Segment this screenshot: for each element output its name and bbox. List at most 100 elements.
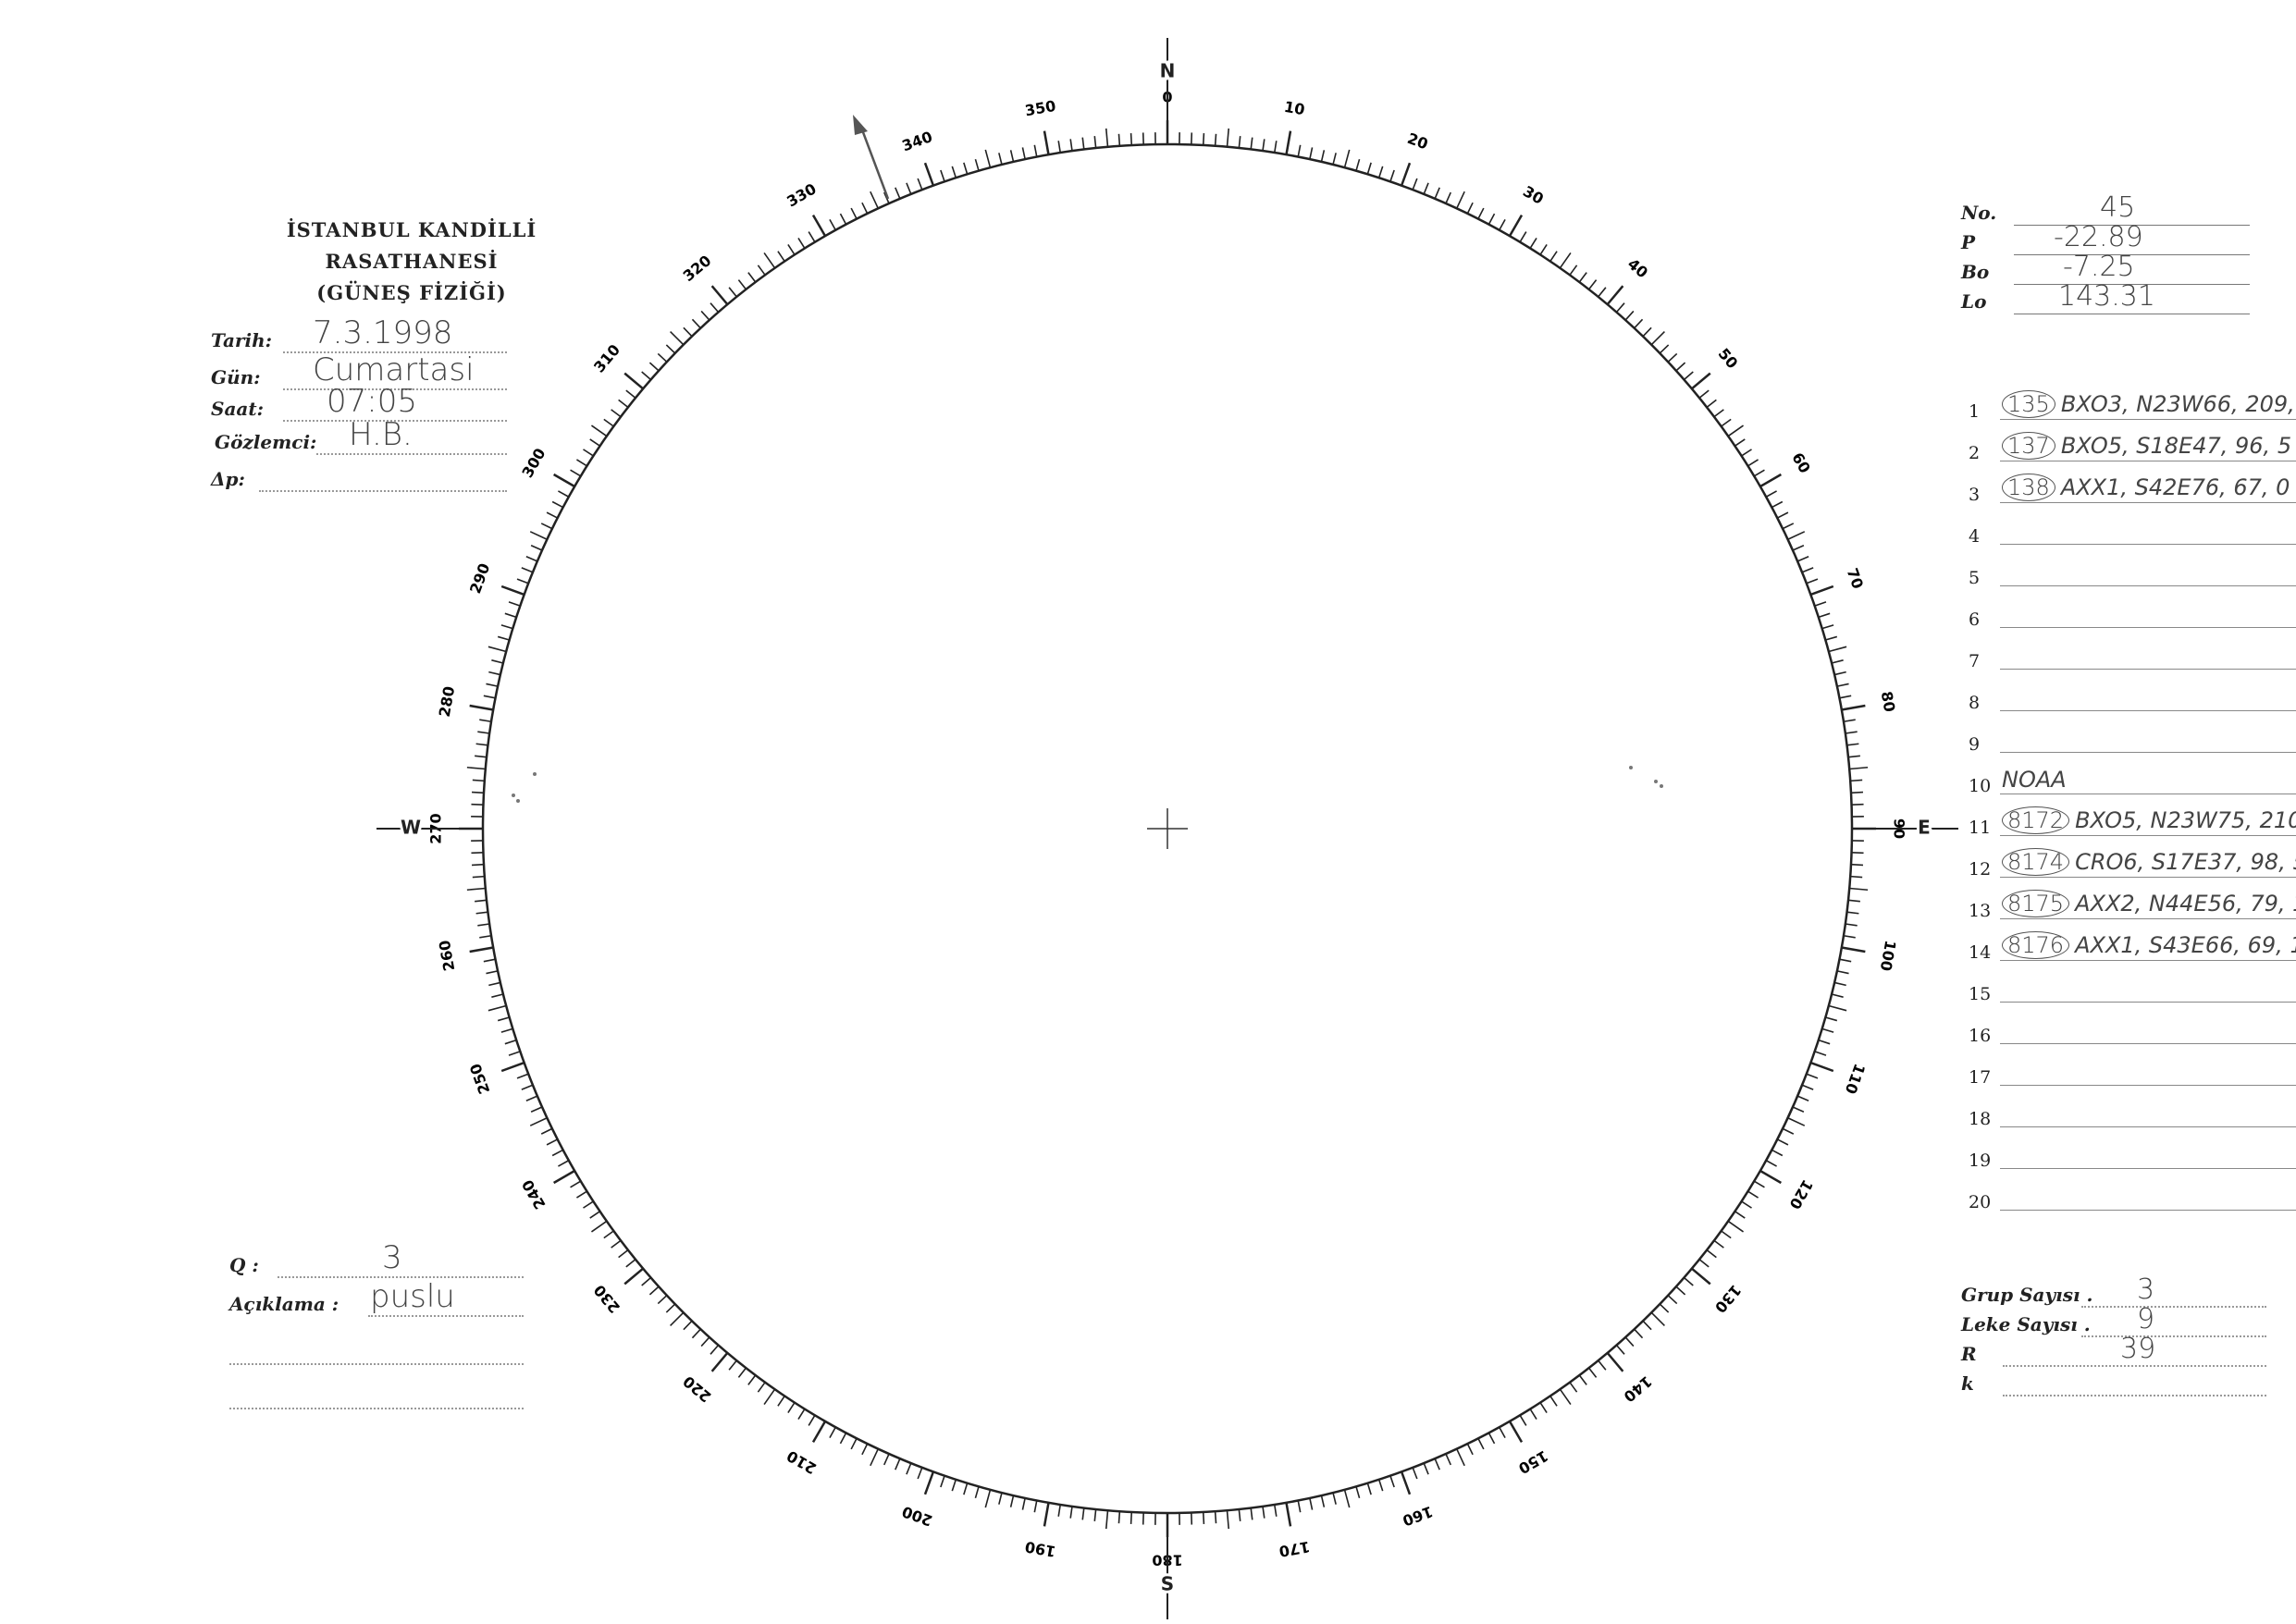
dial-tick bbox=[1343, 1489, 1351, 1508]
dial-tick bbox=[1093, 1508, 1097, 1521]
dial-tick bbox=[1529, 237, 1537, 249]
dial-tick bbox=[1057, 1504, 1062, 1517]
dial-tick bbox=[486, 683, 499, 687]
dial-tick bbox=[525, 1095, 538, 1101]
dial-tick bbox=[1706, 399, 1717, 409]
day-value: Cumartasi bbox=[313, 351, 475, 388]
bo-label: Bo bbox=[1961, 261, 1990, 283]
dial-tick bbox=[516, 578, 529, 584]
dial-tick bbox=[1569, 1382, 1578, 1393]
dial-tick bbox=[1009, 1495, 1015, 1507]
dial-tick-label: 120 bbox=[1785, 1176, 1816, 1212]
dial-tick bbox=[475, 743, 488, 746]
dial-tick-label: 70 bbox=[1844, 566, 1867, 591]
dial-tick bbox=[1849, 887, 1869, 892]
dial-tick-label: 150 bbox=[1515, 1446, 1550, 1477]
remarks-label: Açıklama : bbox=[229, 1293, 339, 1315]
group-row: 12 8174 CRO6, S17E37, 98, 5 bbox=[1963, 844, 2296, 881]
group-row-number: 11 bbox=[1969, 818, 1992, 838]
dial-tick bbox=[951, 166, 957, 178]
dial-tick bbox=[1309, 1497, 1314, 1510]
sunspot-dot bbox=[1629, 766, 1633, 769]
dial-tick bbox=[1753, 469, 1765, 477]
dial-tick bbox=[1734, 1211, 1746, 1219]
dial-tick bbox=[530, 1106, 543, 1113]
dial-tick bbox=[917, 178, 923, 191]
group-row: 15 bbox=[1963, 969, 2296, 1006]
dial-tick bbox=[551, 1149, 563, 1157]
dial-tick bbox=[472, 779, 485, 782]
group-row-number: 9 bbox=[1969, 734, 1981, 755]
dial-tick bbox=[1759, 1169, 1783, 1185]
dial-tick-label: 30 bbox=[1520, 182, 1547, 208]
dial-tick bbox=[1683, 1276, 1694, 1286]
dial-tick bbox=[1033, 144, 1038, 157]
dial-tick bbox=[1734, 438, 1746, 447]
cardinal-label-w: W bbox=[401, 817, 421, 839]
dial-tick bbox=[1846, 911, 1859, 915]
dial-tick bbox=[1831, 659, 1844, 664]
group-id-circled: 8175 bbox=[2002, 890, 2070, 917]
dial-tick bbox=[1843, 934, 1856, 939]
dial-tick bbox=[1043, 1502, 1050, 1527]
dial-tick bbox=[1021, 1497, 1026, 1510]
number-label: No. bbox=[1961, 202, 1997, 224]
day-label: Gün: bbox=[211, 366, 261, 388]
dial-tick bbox=[1839, 958, 1852, 963]
time-value: 07:05 bbox=[327, 383, 417, 420]
group-id-circled: 8176 bbox=[2002, 931, 2070, 959]
dial-tick bbox=[611, 1239, 622, 1249]
group-description: BXO3, N23W66, 209, 7 bbox=[2060, 391, 2296, 417]
dial-tick bbox=[1847, 755, 1860, 758]
dial-tick bbox=[504, 1039, 517, 1045]
dial-tick bbox=[1667, 352, 1678, 363]
dial-tick bbox=[747, 272, 757, 283]
dial-tick bbox=[808, 1414, 816, 1426]
group-row-number: 5 bbox=[1969, 568, 1981, 588]
dial-tick bbox=[710, 285, 729, 305]
dial-tick bbox=[623, 1267, 644, 1286]
dial-tick bbox=[1796, 556, 1809, 562]
group-row: 5 bbox=[1963, 553, 2296, 590]
dial-tick bbox=[1825, 635, 1838, 641]
group-row-text: 8174 CRO6, S17E37, 98, 5 bbox=[2002, 848, 2296, 876]
dial-tick bbox=[974, 158, 980, 171]
group-row-number: 17 bbox=[1969, 1067, 1992, 1088]
dial-tick bbox=[1849, 766, 1869, 770]
delta-p-label: Δp: bbox=[211, 468, 245, 490]
dial-tick bbox=[1508, 214, 1524, 237]
remarks-field: Açıklama : puslu bbox=[229, 1278, 524, 1319]
sunspot-dot bbox=[512, 794, 515, 797]
quality-label: Q : bbox=[229, 1254, 259, 1276]
dial-tick bbox=[1624, 310, 1635, 321]
p-angle-value: -22.89 bbox=[2054, 221, 2143, 253]
group-row-number: 3 bbox=[1969, 485, 1981, 505]
dial-tick bbox=[1309, 147, 1314, 160]
dial-tick bbox=[1818, 612, 1831, 619]
dial-tick bbox=[1129, 132, 1133, 146]
dial-tick bbox=[1747, 459, 1759, 467]
dial-tick bbox=[500, 624, 513, 630]
observer-field: Gözlemci: H.B. bbox=[215, 416, 507, 457]
dial-tick bbox=[618, 1249, 629, 1259]
dial-tick bbox=[1659, 344, 1670, 354]
dial-tick-label: 140 bbox=[1621, 1372, 1656, 1406]
dial-tick bbox=[777, 1396, 785, 1407]
dial-tick bbox=[1466, 202, 1474, 215]
dial-tick bbox=[1226, 1510, 1230, 1530]
spot-count-label: Leke Sayısı . bbox=[1961, 1313, 2091, 1335]
dial-tick bbox=[1828, 1004, 1847, 1012]
dial-tick bbox=[1843, 719, 1856, 723]
dial-tick bbox=[940, 169, 945, 182]
dial-tick bbox=[1487, 213, 1496, 225]
dial-tick bbox=[657, 352, 668, 363]
institution-name: İSTANBUL KANDİLLİ RASATHANESİ bbox=[286, 218, 537, 273]
dial-tick bbox=[1792, 1106, 1805, 1113]
dial-tick bbox=[552, 1169, 575, 1185]
dial-tick bbox=[850, 207, 858, 220]
dial-tick bbox=[1821, 624, 1834, 630]
dial-tick bbox=[1559, 1388, 1572, 1406]
dial-tick bbox=[1578, 272, 1587, 283]
group-row: 4 bbox=[1963, 511, 2296, 548]
dial-tick bbox=[1809, 1061, 1834, 1073]
